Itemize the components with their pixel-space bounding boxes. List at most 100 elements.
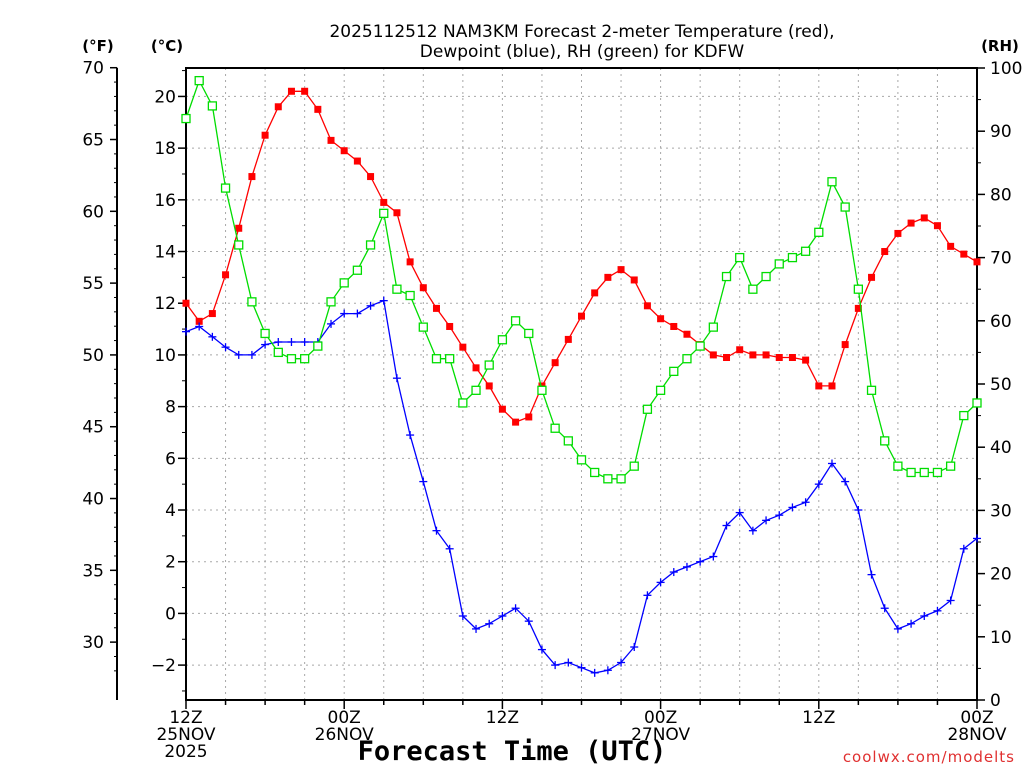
x-tick-label: 2025: [164, 742, 207, 762]
data-point: [418, 322, 428, 332]
data-point: [207, 101, 218, 111]
data-point: [827, 459, 836, 468]
data-point: [630, 643, 639, 652]
data-point: [802, 356, 810, 364]
x-tick-label: 12Z: [486, 708, 519, 728]
data-point: [419, 477, 428, 486]
data-point: [458, 611, 467, 620]
data-point: [907, 219, 915, 227]
data-point: [893, 461, 903, 471]
data-point: [643, 302, 651, 310]
data-point: [788, 503, 797, 512]
fahrenheit-tick-label: 55: [82, 274, 104, 294]
series-rh: [181, 75, 982, 484]
data-point: [656, 578, 665, 587]
fahrenheit-tick-label: 65: [82, 131, 104, 151]
fahrenheit-tick-label: 45: [82, 418, 104, 438]
x-tick-label: 27NOV: [631, 725, 690, 745]
data-point: [497, 335, 508, 345]
data-point: [446, 322, 454, 330]
data-point: [273, 347, 283, 358]
data-point: [432, 526, 441, 535]
data-point: [801, 498, 810, 507]
data-point: [524, 617, 533, 626]
data-point: [393, 209, 401, 217]
data-point: [723, 354, 731, 362]
axes: 70656055504540353020181614121086420−2100…: [82, 59, 1022, 762]
data-point: [287, 337, 296, 346]
rh-axis-label: (RH): [981, 37, 1019, 55]
data-point: [960, 250, 968, 258]
data-point: [881, 248, 889, 256]
data-point: [880, 604, 889, 613]
data-point: [972, 398, 982, 408]
data-point: [445, 544, 454, 553]
data-point: [840, 202, 850, 212]
data-point: [655, 385, 666, 395]
data-point: [563, 436, 573, 446]
data-point: [498, 405, 506, 413]
data-point: [392, 284, 402, 294]
data-point: [472, 364, 480, 372]
data-point: [947, 242, 955, 250]
data-point: [379, 208, 389, 219]
data-point: [286, 354, 297, 364]
data-point: [524, 328, 534, 339]
data-point: [327, 136, 335, 144]
data-point: [366, 301, 375, 310]
data-point: [458, 398, 468, 408]
fahrenheit-axis-label: (°F): [82, 37, 113, 55]
data-point: [642, 404, 653, 414]
data-point: [775, 354, 783, 362]
data-point: [510, 316, 521, 326]
celsius-axis-label: (°C): [151, 37, 183, 55]
data-point: [485, 382, 493, 390]
data-point: [352, 265, 363, 275]
data-point: [313, 341, 323, 351]
data-point: [406, 258, 414, 266]
data-point: [841, 477, 850, 486]
data-point: [669, 568, 678, 577]
data-point: [880, 436, 890, 446]
data-point: [208, 332, 217, 341]
celsius-tick-label: 2: [165, 553, 176, 573]
data-point: [353, 157, 361, 165]
series-layer: [181, 75, 982, 677]
rh-tick-label: 60: [990, 312, 1012, 332]
data-point: [933, 606, 942, 615]
data-point: [920, 611, 929, 620]
data-point: [182, 299, 190, 307]
fahrenheit-tick-label: 40: [82, 490, 104, 510]
data-point: [827, 177, 837, 187]
data-point: [365, 240, 376, 250]
data-point: [932, 467, 943, 478]
data-point: [274, 103, 282, 111]
data-point: [181, 113, 191, 124]
data-point: [603, 474, 613, 484]
data-point: [907, 619, 916, 628]
plot-frame: [185, 67, 978, 701]
data-point: [748, 284, 758, 294]
celsius-tick-label: 10: [154, 346, 176, 366]
data-point: [340, 309, 349, 318]
rh-tick-label: 10: [990, 628, 1012, 648]
data-point: [828, 382, 836, 390]
fahrenheit-tick-label: 70: [82, 59, 104, 79]
data-point: [301, 87, 309, 95]
data-point: [946, 596, 955, 605]
data-point: [749, 351, 757, 359]
data-point: [683, 330, 691, 338]
data-point: [959, 410, 969, 421]
x-axis-label: Forecast Time (UTC): [358, 736, 667, 767]
data-point: [775, 511, 784, 520]
data-point: [854, 506, 863, 515]
data-point: [669, 366, 679, 377]
data-point: [722, 521, 731, 530]
watermark: coolwx.com/modelts: [843, 748, 1015, 766]
rh-tick-label: 20: [990, 565, 1012, 585]
data-point: [643, 591, 652, 600]
data-point: [459, 343, 467, 351]
celsius-tick-label: 6: [165, 449, 176, 469]
data-point: [800, 246, 811, 256]
